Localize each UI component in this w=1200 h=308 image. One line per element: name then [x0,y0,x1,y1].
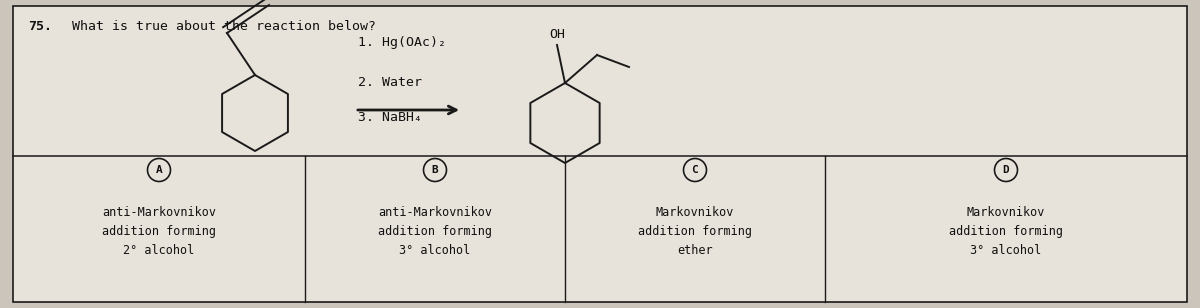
FancyBboxPatch shape [13,6,1187,302]
Text: What is true about the reaction below?: What is true about the reaction below? [72,20,376,33]
Text: anti-Markovnikov
addition forming
2° alcohol: anti-Markovnikov addition forming 2° alc… [102,206,216,257]
Text: OH: OH [550,28,565,41]
Text: 3. NaBH₄: 3. NaBH₄ [358,111,422,124]
Text: B: B [432,165,438,175]
Text: D: D [1003,165,1009,175]
Circle shape [424,159,446,181]
Circle shape [684,159,707,181]
Text: 75.: 75. [28,20,52,33]
Circle shape [148,159,170,181]
Text: anti-Markovnikov
addition forming
3° alcohol: anti-Markovnikov addition forming 3° alc… [378,206,492,257]
Circle shape [995,159,1018,181]
Text: 1. Hg(OAc)₂: 1. Hg(OAc)₂ [358,36,446,49]
Text: Markovnikov
addition forming
3° alcohol: Markovnikov addition forming 3° alcohol [949,206,1063,257]
Text: C: C [691,165,698,175]
Text: 2. Water: 2. Water [358,76,422,89]
Text: Markovnikov
addition forming
ether: Markovnikov addition forming ether [638,206,752,257]
Text: A: A [156,165,162,175]
